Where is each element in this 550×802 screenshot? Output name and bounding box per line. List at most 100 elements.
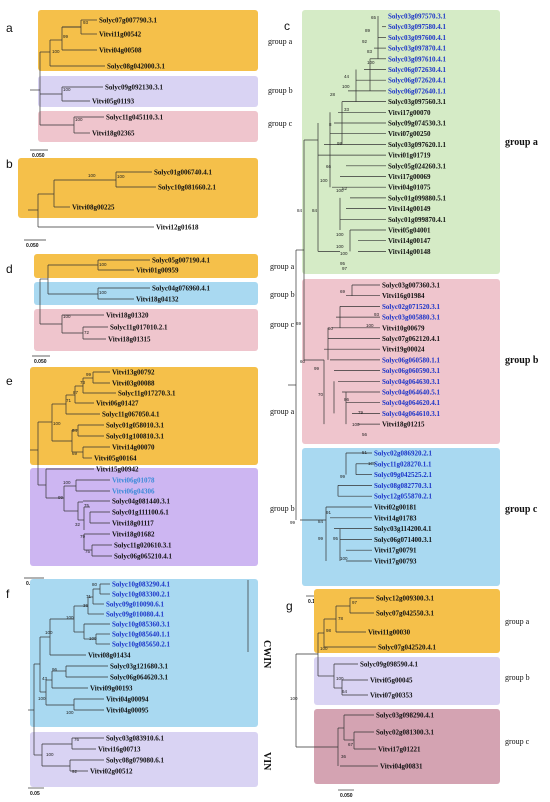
leaf-label: Solyc07g042520.4.1: [378, 644, 436, 652]
bootstrap-value: 94: [72, 428, 78, 433]
group-label: group c: [270, 320, 295, 329]
panel-label: f: [6, 587, 10, 601]
bootstrap-value: 98: [326, 628, 332, 633]
group-label: group c: [268, 119, 293, 128]
bootstrap-value: 100: [336, 188, 344, 193]
bootstrap-value: 75: [85, 549, 91, 554]
bootstrap-value: 100: [320, 646, 328, 651]
leaf-label: Vitvi06g01078: [112, 477, 155, 485]
group-a-box: [314, 589, 500, 653]
leaf-label: Vitvi18g01320: [106, 312, 149, 320]
leaf-label: Solyc03g098290.4.1: [376, 712, 434, 720]
bootstrap-value: 100: [367, 60, 375, 65]
leaf-label: Solyc07g062120.4.1: [382, 335, 440, 343]
bootstrap-value: 100: [53, 421, 61, 426]
group-label: group a: [270, 407, 295, 416]
leaf-label: Vitvi05g00045: [370, 677, 413, 685]
bootstrap-value: 98: [337, 141, 343, 146]
leaf-label: Solyc04g064610.3.1: [382, 410, 440, 418]
vin-box: [30, 732, 258, 787]
leaf-label: Solyc01g006740.4.1: [154, 169, 212, 177]
bootstrap-value: 100: [290, 696, 298, 701]
leaf-label: Vitvi18g01315: [108, 336, 151, 344]
leaf-label: Solyc10g083290.4.1: [112, 581, 170, 589]
leaf-label: Solyc01g111100.6.1: [112, 509, 169, 517]
bootstrap-value: 100: [89, 636, 97, 641]
bootstrap-value: 92: [362, 39, 368, 44]
leaf-label: Solyc04g064640.5.1: [382, 389, 440, 397]
leaf-label: Vitvi07g00250: [388, 130, 431, 138]
leaf-label: Vitvi04g00094: [106, 696, 149, 704]
bootstrap-value: 100: [38, 696, 46, 701]
bootstrap-value: 84: [318, 519, 324, 524]
bootstrap-value: 100: [340, 556, 348, 561]
bootstrap-value: 99: [58, 495, 64, 500]
bootstrap-value: 66: [326, 164, 332, 169]
leaf-label: Solyc06g060590.3.1: [382, 367, 440, 375]
leaf-label: Solyc03g114200.4.1: [374, 525, 432, 533]
group-b-box: [38, 76, 258, 107]
leaf-label: Solyc07g042550.3.1: [376, 610, 434, 618]
bootstrap-value: 83: [367, 49, 373, 54]
leaf-label: Vitvi11g00030: [368, 629, 411, 637]
leaf-label: Solyc01g099870.4.1: [388, 216, 446, 224]
leaf-label: Vitvi04g01075: [388, 184, 431, 192]
bootstrap-value: 95: [333, 536, 339, 541]
group-label: group c: [505, 504, 538, 515]
leaf-label: Solyc09g042525.2.1: [374, 471, 432, 479]
leaf-label: Solyc03g005880.3.1: [382, 314, 440, 322]
leaf-label: Solyc03g083910.6.1: [106, 735, 164, 743]
leaf-label: Solyc06g065210.4.1: [114, 553, 172, 561]
bootstrap-value: 44: [344, 74, 350, 79]
leaf-label: Solyc04g064630.3.1: [382, 378, 440, 386]
bootstrap-value: 100: [63, 87, 71, 92]
bootstrap-value: 100: [75, 117, 83, 122]
leaf-label: Solyc06g072640.1.1: [388, 87, 446, 95]
panel-label: e: [6, 374, 13, 388]
leaf-label: Solyc12g055870.2.1: [374, 493, 432, 501]
leaf-label: Vitvi04g00508: [99, 47, 142, 55]
leaf-label: Vitvi14g01783: [374, 514, 417, 522]
leaf-label: Vitvi16g01984: [382, 292, 425, 300]
panel-label: c: [284, 19, 290, 33]
leaf-label: Solyc06g071400.3.1: [374, 536, 432, 544]
group-label: VIN: [261, 752, 272, 771]
bootstrap-value: 100: [63, 314, 71, 319]
leaf-label: Solyc03g097600.4.1: [388, 34, 446, 42]
bootstrap-value: 36: [341, 754, 347, 759]
bootstrap-value: 100: [66, 710, 74, 715]
bootstrap-value: 8: [329, 122, 332, 127]
leaf-label: Vitvi11g00542: [99, 31, 142, 39]
bootstrap-value: 100: [368, 461, 376, 466]
bootstrap-value: 70: [318, 392, 324, 397]
bootstrap-value: 100: [336, 676, 344, 681]
leaf-label: Solyc04g081440.3.1: [112, 498, 170, 506]
bootstrap-value: 100: [46, 752, 54, 757]
leaf-label: Solyc11g017270.3.1: [118, 390, 176, 398]
group-label: CWIN: [261, 640, 272, 669]
bootstrap-value: 96: [52, 667, 58, 672]
bootstrap-value: 64: [342, 689, 348, 694]
leaf-label: Vitvi06g04306: [112, 488, 155, 496]
group-label: group a: [505, 137, 538, 148]
leaf-label: Vitvi02g00181: [374, 504, 417, 512]
bootstrap-value: 100: [99, 262, 107, 267]
leaf-label: Vitvi09g00193: [90, 685, 133, 693]
bootstrap-value: 78: [338, 616, 344, 621]
bootstrap-value: 84: [312, 208, 318, 213]
bootstrap-value: 72: [84, 330, 90, 335]
bootstrap-value: 60: [328, 326, 334, 331]
scale-label: 0.050: [340, 793, 353, 799]
leaf-label: Solyc12g009300.3.1: [376, 595, 434, 603]
group-label: group b: [270, 290, 295, 299]
bootstrap-value: 84: [297, 208, 303, 213]
leaf-label: Solyc09g092130.3.1: [105, 84, 163, 92]
bootstrap-value: 71: [66, 398, 72, 403]
bootstrap-value: 92: [72, 769, 78, 774]
bootstrap-value: 51: [362, 450, 368, 455]
leaf-label: Solyc03g097610.4.1: [388, 55, 446, 63]
leaf-label: Vitvi08g00225: [72, 204, 115, 212]
leaf-label: Solyc03g097570.3.1: [388, 13, 446, 21]
bootstrap-value: 86: [344, 397, 350, 402]
bootstrap-value: 75: [84, 503, 90, 508]
